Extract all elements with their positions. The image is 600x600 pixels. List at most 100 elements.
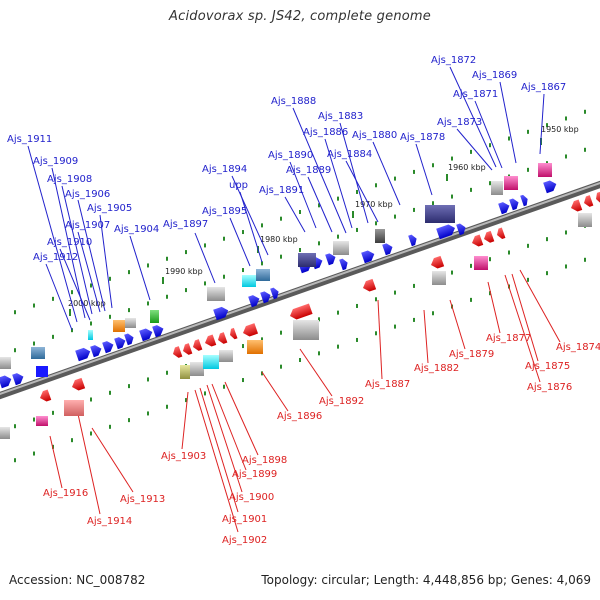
forward-gene-arrow[interactable]: [270, 286, 280, 300]
gene-label[interactable]: Ajs_1911: [7, 134, 52, 145]
forward-gene-arrow[interactable]: [325, 252, 337, 266]
feature-box[interactable]: [113, 320, 125, 332]
feature-box[interactable]: [190, 362, 204, 376]
gene-label[interactable]: Ajs_1900: [229, 492, 274, 503]
gene-label[interactable]: Ajs_1876: [527, 382, 572, 393]
feature-box[interactable]: [578, 213, 592, 227]
feature-box[interactable]: [219, 350, 233, 362]
gene-label[interactable]: Ajs_1908: [47, 174, 92, 185]
forward-gene-arrow[interactable]: [436, 223, 457, 240]
gene-label[interactable]: Ajs_1916: [43, 488, 88, 499]
feature-box[interactable]: [180, 365, 190, 379]
reverse-gene-arrow[interactable]: [569, 199, 583, 213]
gene-label[interactable]: Ajs_1880: [352, 130, 397, 141]
gene-label[interactable]: Ajs_1907: [65, 220, 110, 231]
reverse-gene-arrow[interactable]: [594, 191, 600, 204]
feature-box[interactable]: [293, 320, 319, 340]
gene-label[interactable]: Ajs_1902: [222, 535, 267, 546]
gene-label[interactable]: Ajs_1882: [414, 363, 459, 374]
forward-gene-arrow[interactable]: [498, 200, 511, 215]
feature-box[interactable]: [474, 256, 488, 270]
gene-label[interactable]: Ajs_1909: [33, 156, 78, 167]
feature-box[interactable]: [432, 271, 446, 285]
feature-box[interactable]: [242, 275, 256, 287]
forward-gene-arrow[interactable]: [520, 194, 529, 207]
feature-box[interactable]: [0, 357, 11, 369]
gene-label[interactable]: Ajs_1874: [556, 342, 600, 353]
reverse-gene-arrow[interactable]: [429, 255, 445, 270]
forward-gene-arrow[interactable]: [456, 222, 467, 236]
gene-label[interactable]: Ajs_1905: [87, 203, 132, 214]
gene-label[interactable]: Ajs_1888: [271, 96, 316, 107]
feature-box[interactable]: [31, 347, 45, 359]
feature-box[interactable]: [36, 416, 48, 426]
reverse-gene-arrow[interactable]: [38, 389, 52, 403]
gene-label[interactable]: Ajs_1904: [114, 224, 159, 235]
forward-gene-arrow[interactable]: [543, 179, 558, 194]
gene-label[interactable]: Ajs_1875: [525, 361, 570, 372]
forward-gene-arrow[interactable]: [139, 327, 154, 342]
feature-box[interactable]: [504, 176, 518, 190]
gene-label[interactable]: Ajs_1883: [318, 111, 363, 122]
forward-gene-arrow[interactable]: [339, 257, 349, 271]
feature-box[interactable]: [425, 205, 455, 223]
feature-box[interactable]: [333, 241, 349, 255]
reverse-gene-arrow[interactable]: [582, 195, 594, 208]
gene-label[interactable]: Ajs_1867: [521, 82, 566, 93]
feature-box[interactable]: [64, 400, 84, 416]
feature-box[interactable]: [88, 330, 93, 340]
gene-label[interactable]: Ajs_1879: [449, 349, 494, 360]
gene-label[interactable]: Ajs_1897: [163, 219, 208, 230]
feature-box[interactable]: [375, 229, 385, 243]
gene-label[interactable]: Ajs_1891: [259, 185, 304, 196]
reverse-gene-arrow[interactable]: [228, 327, 238, 340]
gene-label[interactable]: Ajs_1896: [277, 411, 322, 422]
forward-gene-arrow[interactable]: [260, 290, 272, 304]
forward-gene-arrow[interactable]: [12, 371, 25, 386]
gene-label[interactable]: Ajs_1914: [87, 516, 132, 527]
gene-label[interactable]: Ajs_1894: [202, 164, 247, 175]
reverse-gene-arrow[interactable]: [181, 343, 193, 356]
reverse-gene-arrow[interactable]: [70, 377, 86, 392]
forward-gene-arrow[interactable]: [382, 242, 394, 256]
gene-label[interactable]: Ajs_1869: [472, 70, 517, 81]
feature-box[interactable]: [125, 318, 136, 328]
gene-label[interactable]: upp: [229, 180, 248, 191]
reverse-gene-arrow[interactable]: [191, 339, 203, 352]
gene-label[interactable]: Ajs_1899: [232, 469, 277, 480]
reverse-gene-arrow[interactable]: [241, 323, 259, 338]
feature-box[interactable]: [298, 253, 316, 267]
feature-box[interactable]: [203, 355, 219, 369]
gene-label[interactable]: Ajs_1878: [400, 132, 445, 143]
gene-label[interactable]: Ajs_1890: [268, 150, 313, 161]
feature-box[interactable]: [256, 269, 270, 281]
gene-label[interactable]: Ajs_1910: [47, 237, 92, 248]
feature-box[interactable]: [538, 163, 552, 177]
gene-label[interactable]: Ajs_1906: [65, 189, 110, 200]
gene-label[interactable]: Ajs_1872: [431, 55, 476, 66]
reverse-gene-arrow[interactable]: [470, 234, 484, 248]
forward-gene-arrow[interactable]: [213, 305, 230, 321]
gene-label[interactable]: Ajs_1903: [161, 451, 206, 462]
forward-gene-arrow[interactable]: [75, 346, 92, 362]
forward-gene-arrow[interactable]: [361, 249, 376, 264]
feature-box[interactable]: [491, 181, 503, 195]
feature-box[interactable]: [207, 287, 225, 301]
gene-label[interactable]: Ajs_1889: [286, 165, 331, 176]
gene-label[interactable]: Ajs_1887: [365, 379, 410, 390]
forward-gene-arrow[interactable]: [90, 343, 103, 358]
gene-label[interactable]: Ajs_1898: [242, 455, 287, 466]
forward-gene-arrow[interactable]: [248, 293, 261, 308]
forward-gene-arrow[interactable]: [408, 233, 418, 247]
gene-label[interactable]: Ajs_1877: [486, 333, 531, 344]
gene-label[interactable]: Ajs_1871: [453, 89, 498, 100]
gene-label[interactable]: Ajs_1901: [222, 514, 267, 525]
forward-gene-arrow[interactable]: [102, 339, 115, 354]
reverse-gene-arrow[interactable]: [288, 303, 313, 322]
gene-label[interactable]: Ajs_1884: [327, 149, 372, 160]
gene-label[interactable]: Ajs_1912: [33, 252, 78, 263]
reverse-gene-arrow[interactable]: [495, 227, 506, 240]
reverse-gene-arrow[interactable]: [203, 334, 217, 348]
forward-gene-arrow[interactable]: [152, 323, 165, 338]
forward-gene-arrow[interactable]: [0, 374, 13, 389]
